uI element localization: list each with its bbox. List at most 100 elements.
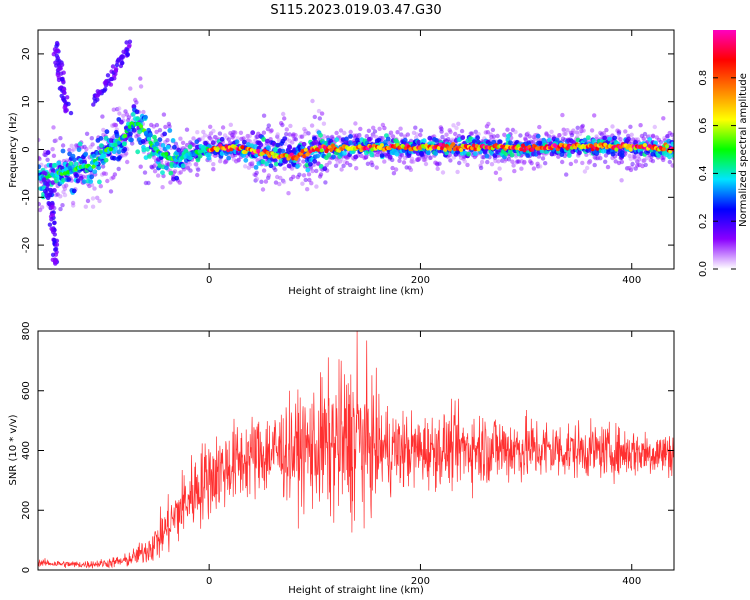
spectrogram-band-point xyxy=(180,163,186,169)
spectrogram-halo-point xyxy=(152,162,158,168)
spectrogram-halo-point xyxy=(448,158,453,163)
spectrogram-band-point xyxy=(89,174,95,180)
spectrogram-halo-point xyxy=(598,156,603,161)
spectrogram-halo-point xyxy=(440,134,445,140)
spectrogram-band-point xyxy=(187,144,193,150)
spectrogram-chart: 0 200 400 -20 -10 0 10 20 Height of straight li… xyxy=(8,29,675,297)
spectrogram-band-point xyxy=(308,161,313,167)
spectrogram-streak-point xyxy=(53,259,58,265)
spectrogram-halo-point xyxy=(382,125,387,131)
spectrogram-halo-point xyxy=(260,187,266,192)
spectrogram-band-point xyxy=(206,155,212,161)
spectrogram-y-tick-label: -20 xyxy=(21,237,32,253)
spectrogram-core-point xyxy=(441,143,446,148)
spectrogram-x-tick-label: 0 xyxy=(206,275,212,286)
spectrogram-core-point xyxy=(436,146,441,151)
spectrogram-band-point xyxy=(114,133,120,139)
spectrogram-halo-point xyxy=(312,114,317,120)
spectrogram-halo-point xyxy=(228,122,233,128)
spectrogram-streak-point xyxy=(97,90,102,95)
spectrogram-core-point xyxy=(471,143,476,148)
spectrogram-band-point xyxy=(164,165,169,171)
spectrogram-halo-point xyxy=(316,108,322,114)
spectrogram-core-point xyxy=(459,147,464,153)
spectrogram-band-point xyxy=(258,142,264,148)
spectrogram-halo-point xyxy=(628,156,633,162)
spectrogram-halo-point xyxy=(405,132,410,137)
spectrogram-halo-point xyxy=(338,128,344,133)
snr-ticks: 0 200 400 0 200 400 600 800 xyxy=(21,321,674,587)
spectrogram-halo-point xyxy=(218,159,223,164)
spectrogram-halo-point xyxy=(180,140,186,145)
spectrogram-halo-point xyxy=(165,138,170,143)
spectrogram-band-point xyxy=(152,134,157,140)
spectrogram-halo-point xyxy=(121,113,126,119)
spectrogram-halo-point xyxy=(269,128,274,133)
spectrogram-band-point xyxy=(318,132,323,138)
spectrogram-halo-point xyxy=(200,136,205,141)
spectrogram-halo-point xyxy=(353,121,358,126)
spectrogram-core-point xyxy=(519,147,524,152)
spectrogram-band-point xyxy=(195,157,201,163)
spectrogram-streak-point xyxy=(58,71,64,76)
spectrogram-streak-point xyxy=(95,97,100,102)
spectrogram-halo-point xyxy=(561,127,566,132)
spectrogram-streak-point xyxy=(108,82,114,87)
spectrogram-band-point xyxy=(219,136,225,142)
spectrogram-band-point xyxy=(261,137,267,142)
spectrogram-halo-point xyxy=(589,128,595,133)
spectrogram-halo-point xyxy=(63,183,69,188)
snr-y-axis-label: SNR (10 * v/v) xyxy=(8,414,19,485)
spectrogram-band-point xyxy=(45,150,51,156)
spectrogram-halo-point xyxy=(377,126,382,131)
spectrogram-halo-point xyxy=(163,124,168,130)
spectrogram-halo-point xyxy=(372,129,378,134)
spectrogram-halo-point xyxy=(506,157,512,162)
spectrogram-halo-point xyxy=(246,165,252,170)
spectrogram-halo-point xyxy=(211,167,216,172)
spectrogram-halo-point xyxy=(395,130,400,135)
spectrogram-halo-point xyxy=(161,112,167,117)
spectrogram-band-point xyxy=(104,129,110,135)
spectrogram-band-point xyxy=(379,153,385,158)
spectrogram-halo-point xyxy=(301,173,307,178)
spectrogram-core-point xyxy=(123,133,128,138)
spectrogram-halo-point xyxy=(323,180,328,185)
spectrogram-halo-point xyxy=(38,156,42,162)
spectrogram-halo-point xyxy=(223,159,229,164)
snr-y-tick-label: 800 xyxy=(21,321,32,340)
spectrogram-streak-point xyxy=(49,226,54,231)
spectrogram-halo-point xyxy=(341,163,346,168)
spectrogram-band-point xyxy=(275,142,281,148)
spectrogram-band-point xyxy=(506,133,511,139)
spectrogram-band-point xyxy=(122,141,127,147)
spectrogram-halo-point xyxy=(456,121,461,127)
spectrogram-halo-point xyxy=(435,166,440,171)
spectrogram-halo-point xyxy=(211,162,216,167)
spectrogram-band-point xyxy=(130,111,136,117)
spectrogram-band-point xyxy=(91,153,97,159)
spectrogram-halo-point xyxy=(423,157,428,162)
spectrogram-halo-point xyxy=(250,160,255,165)
spectrogram-halo-point xyxy=(575,125,580,130)
spectrogram-halo-point xyxy=(661,116,666,121)
spectrogram-halo-point xyxy=(142,170,148,175)
spectrogram-halo-point xyxy=(580,160,585,166)
spectrogram-halo-point xyxy=(177,180,182,185)
spectrogram-streak-point xyxy=(50,252,56,257)
spectrogram-halo-point xyxy=(414,132,419,137)
spectrogram-halo-point xyxy=(512,168,517,174)
spectrogram-halo-point xyxy=(290,140,295,145)
spectrogram-halo-point xyxy=(299,134,305,139)
spectrogram-halo-point xyxy=(113,123,119,128)
spectrogram-core-point xyxy=(329,147,334,152)
spectrogram-halo-point xyxy=(130,141,135,146)
spectrogram-streak-point xyxy=(66,101,71,107)
spectrogram-halo-point xyxy=(388,130,394,135)
spectrogram-halo-point xyxy=(208,124,213,129)
spectrogram-band-point xyxy=(167,128,173,133)
spectrogram-band-point xyxy=(134,109,140,115)
spectrogram-core-point xyxy=(66,170,71,175)
spectrogram-halo-point xyxy=(342,130,347,136)
spectrogram-band-point xyxy=(301,141,307,147)
